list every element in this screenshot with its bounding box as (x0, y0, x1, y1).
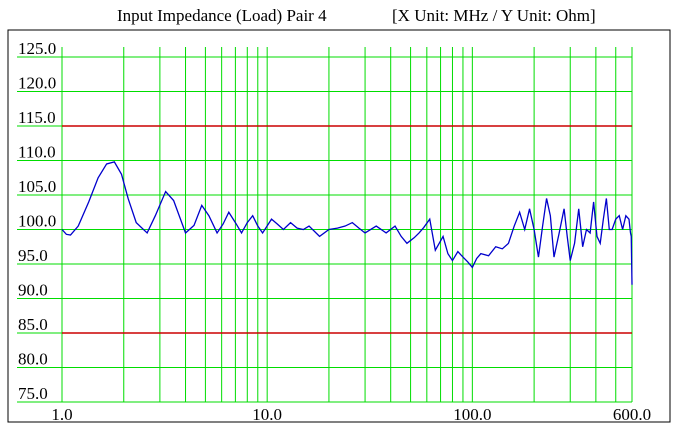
data-line (61, 161, 633, 285)
y-tick-label: 115.0 (18, 108, 56, 127)
y-tick-label: 105.0 (18, 177, 56, 196)
x-tick-label: 10.0 (252, 405, 282, 424)
x-tick-label: 100.0 (453, 405, 491, 424)
chart-title: Input Impedance (Load) Pair 4 (117, 6, 327, 25)
y-tick-label: 120.0 (18, 74, 56, 93)
chart-subtitle: [X Unit: MHz / Y Unit: Ohm] (392, 6, 596, 25)
plot (61, 125, 633, 334)
y-tick-label: 90.0 (18, 281, 48, 300)
y-tick-label: 80.0 (18, 350, 48, 369)
y-tick-label: 110.0 (18, 143, 56, 162)
x-tick-label: 1.0 (51, 405, 72, 424)
y-tick-label: 85.0 (18, 315, 48, 334)
chart-frame (7, 29, 671, 423)
y-tick-label: 95.0 (18, 246, 48, 265)
y-tick-label: 125.0 (18, 39, 56, 58)
y-tick-label: 75.0 (18, 384, 48, 403)
x-tick-label: 600.0 (613, 405, 651, 424)
y-tick-label: 100.0 (18, 212, 56, 231)
